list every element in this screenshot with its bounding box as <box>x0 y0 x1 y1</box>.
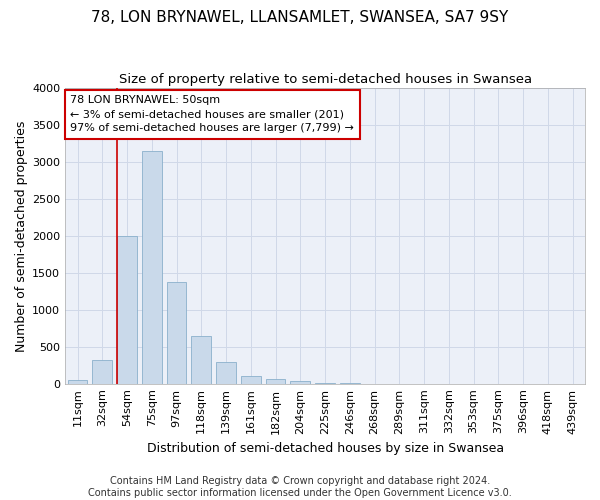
Bar <box>266 378 286 384</box>
Text: 78, LON BRYNAWEL, LLANSAMLET, SWANSEA, SA7 9SY: 78, LON BRYNAWEL, LLANSAMLET, SWANSEA, S… <box>91 10 509 25</box>
Bar <box>92 360 112 384</box>
Bar <box>216 362 236 384</box>
Bar <box>315 383 335 384</box>
Y-axis label: Number of semi-detached properties: Number of semi-detached properties <box>15 120 28 352</box>
Bar <box>167 282 187 384</box>
X-axis label: Distribution of semi-detached houses by size in Swansea: Distribution of semi-detached houses by … <box>146 442 503 455</box>
Bar <box>68 380 88 384</box>
Bar <box>142 151 161 384</box>
Bar <box>290 380 310 384</box>
Text: 78 LON BRYNAWEL: 50sqm
← 3% of semi-detached houses are smaller (201)
97% of sem: 78 LON BRYNAWEL: 50sqm ← 3% of semi-deta… <box>70 96 354 134</box>
Text: Contains HM Land Registry data © Crown copyright and database right 2024.
Contai: Contains HM Land Registry data © Crown c… <box>88 476 512 498</box>
Bar <box>191 336 211 384</box>
Bar <box>117 236 137 384</box>
Bar <box>241 376 261 384</box>
Title: Size of property relative to semi-detached houses in Swansea: Size of property relative to semi-detach… <box>119 72 532 86</box>
